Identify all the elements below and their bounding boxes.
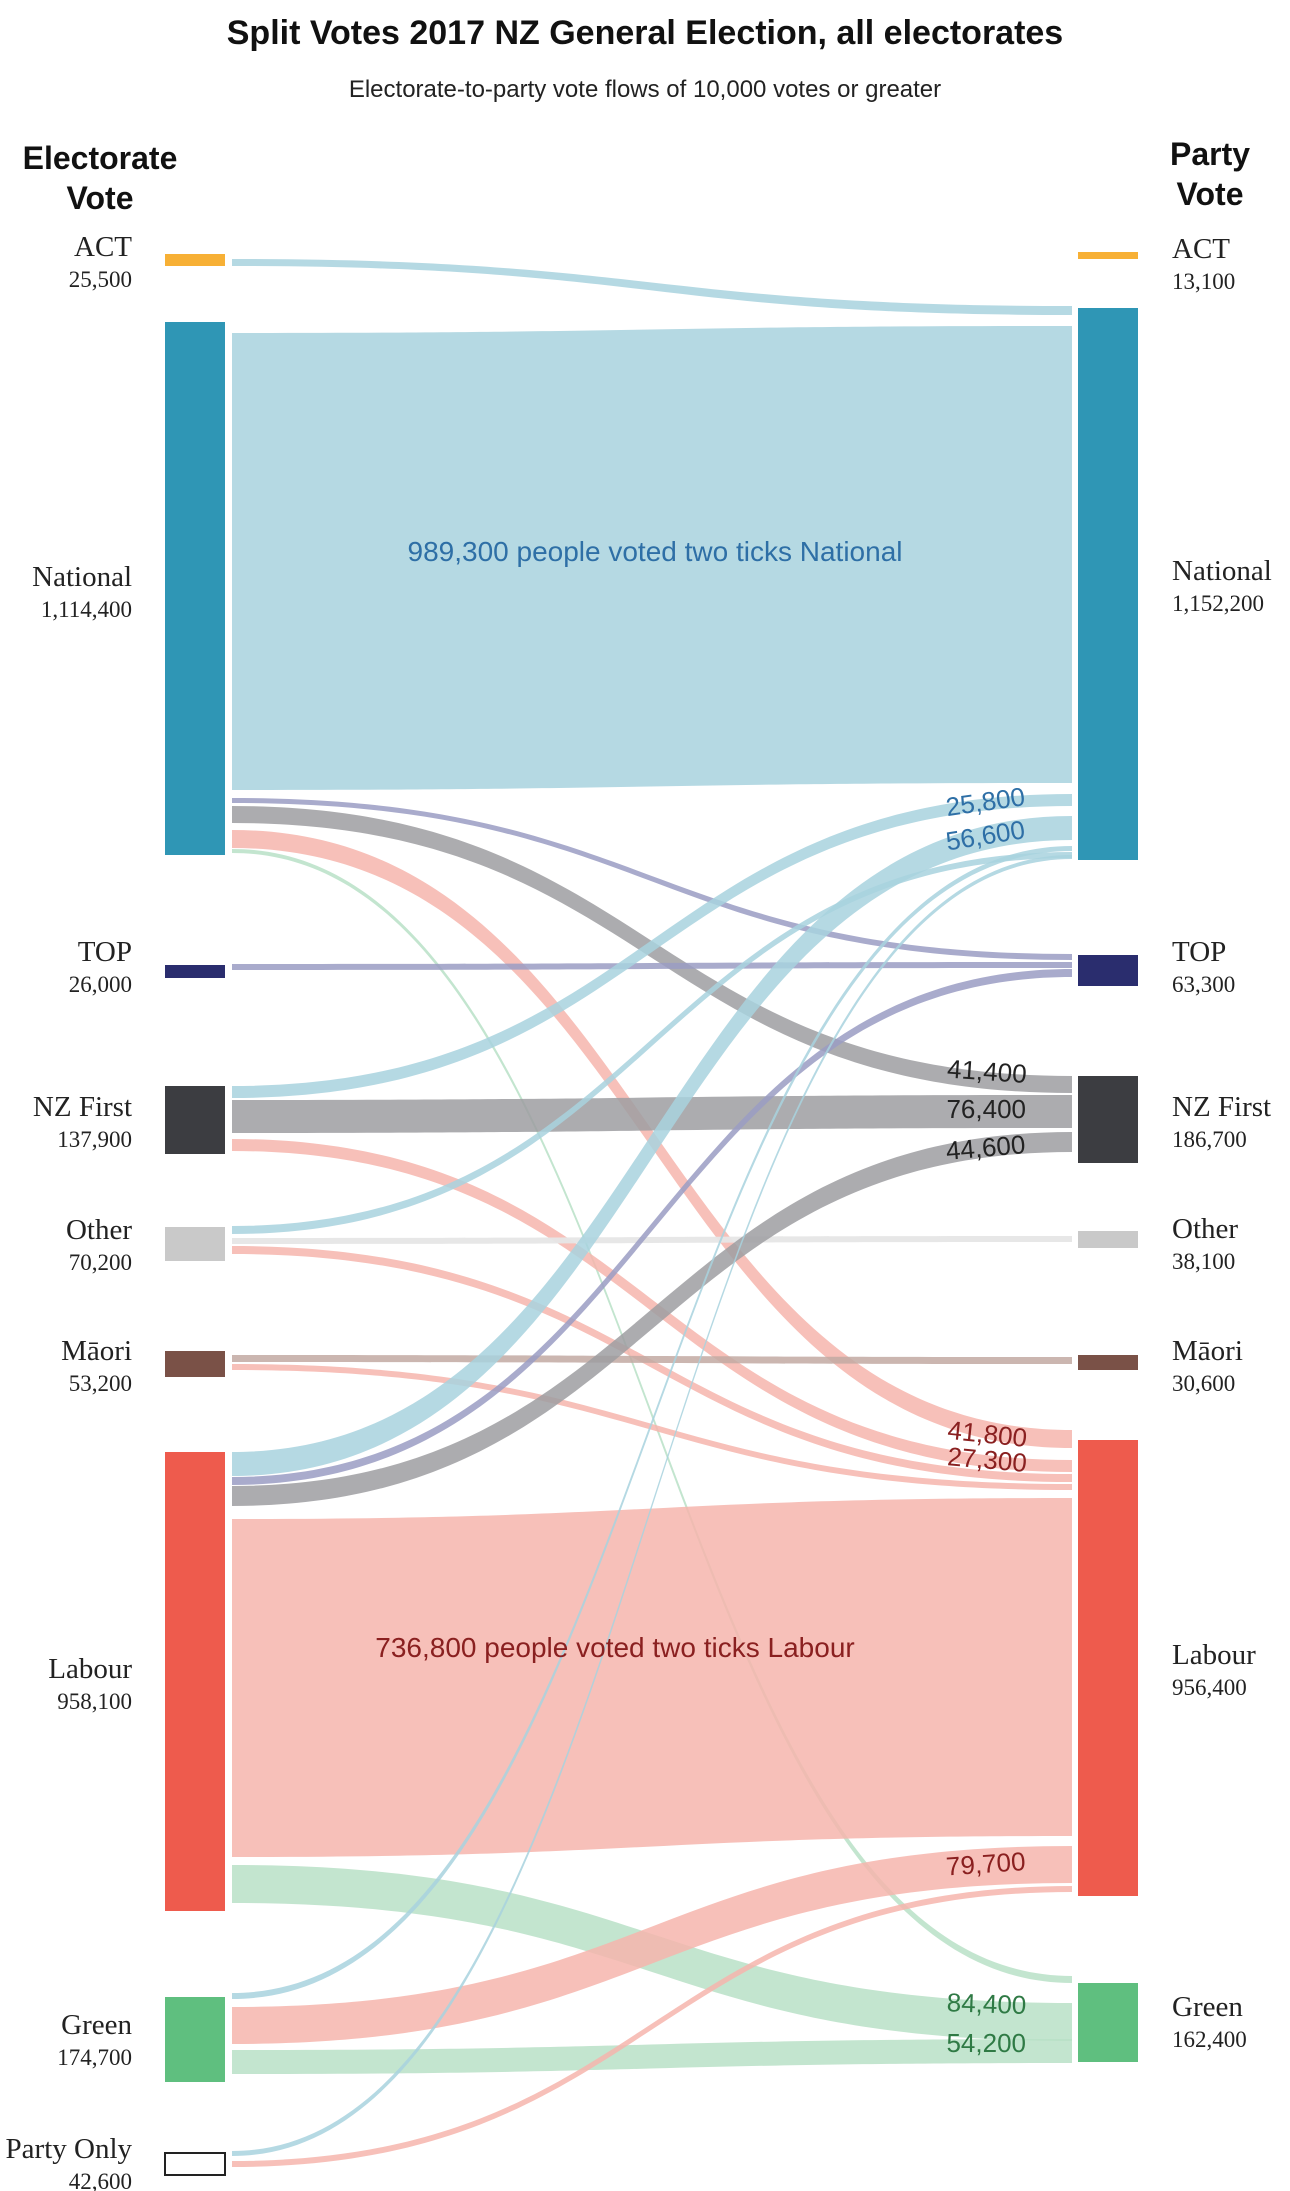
party-heading-line1: Party bbox=[1169, 136, 1251, 172]
flow-label-labour-to-labour: 736,800 people voted two ticks Labour bbox=[375, 1632, 854, 1663]
party-label-act: ACT bbox=[1172, 233, 1230, 265]
flow-label-nzfirst-to-labour: 27,300 bbox=[946, 1441, 1028, 1478]
flow-act-to-national bbox=[232, 259, 1072, 315]
flow-national-to-top bbox=[232, 798, 1072, 960]
flow-green-to-labour bbox=[232, 1846, 1072, 2044]
flow-other-to-labour bbox=[232, 1246, 1072, 1482]
electorate-label-top: TOP bbox=[78, 936, 132, 968]
electorate-label-nzfirst: NZ First bbox=[33, 1091, 132, 1123]
party-value-national: 1,152,200 bbox=[1172, 591, 1264, 616]
electorate-label-partyonly: Party Only bbox=[6, 2133, 133, 2165]
flow-nzfirst-to-nzfirst bbox=[232, 1095, 1072, 1133]
party-node-top bbox=[1078, 955, 1138, 986]
party-label-maori: Māori bbox=[1172, 1335, 1243, 1367]
flow-nzfirst-to-national bbox=[232, 794, 1072, 1098]
flow-top-to-top bbox=[232, 962, 1072, 970]
electorate-node-green bbox=[165, 1997, 225, 2082]
page-subtitle: Electorate-to-party vote flows of 10,000… bbox=[348, 76, 942, 103]
electorate-value-nzfirst: 137,900 bbox=[57, 1127, 132, 1152]
flow-green-to-green bbox=[232, 2039, 1072, 2074]
party-value-nzfirst: 186,700 bbox=[1172, 1127, 1247, 1152]
electorate-value-act: 25,500 bbox=[69, 267, 132, 292]
flow-national-to-green bbox=[232, 849, 1072, 1983]
party-value-green: 162,400 bbox=[1172, 2027, 1247, 2052]
electorate-value-green: 174,700 bbox=[57, 2045, 132, 2070]
electorate-heading-line2: Vote bbox=[66, 180, 134, 216]
party-label-national: National bbox=[1172, 555, 1272, 587]
electorate-value-maori: 53,200 bbox=[69, 1371, 132, 1396]
party-node-green bbox=[1078, 1983, 1138, 2062]
flow-labour-to-nzfirst bbox=[232, 1132, 1072, 1506]
flow-partyonly-to-labour bbox=[232, 1886, 1072, 2167]
electorate-node-maori bbox=[165, 1351, 225, 1377]
party-value-top: 63,300 bbox=[1172, 972, 1235, 997]
party-value-act: 13,100 bbox=[1172, 269, 1235, 294]
flow-national-to-national bbox=[232, 326, 1072, 790]
electorate-label-act: ACT bbox=[74, 231, 132, 263]
electorate-label-labour: Labour bbox=[48, 1653, 132, 1685]
electorate-node-nzfirst bbox=[165, 1086, 225, 1154]
flow-partyonly-to-national bbox=[232, 855, 1072, 2156]
flow-maori-to-maori bbox=[232, 1355, 1072, 1364]
flow-labour-to-top bbox=[232, 969, 1072, 1485]
flow-labour-to-labour bbox=[232, 1498, 1072, 1857]
electorate-label-national: National bbox=[32, 561, 132, 593]
electorate-label-other: Other bbox=[66, 1214, 132, 1246]
party-node-maori bbox=[1078, 1355, 1138, 1370]
party-value-labour: 956,400 bbox=[1172, 1675, 1247, 1700]
flow-other-to-national bbox=[232, 852, 1072, 1234]
electorate-value-partyonly: 42,600 bbox=[69, 2169, 132, 2191]
flow-green-to-national bbox=[232, 846, 1072, 1999]
flow-label-labour-to-green: 84,400 bbox=[946, 1987, 1027, 2020]
electorate-node-national bbox=[165, 322, 225, 855]
party-value-other: 38,100 bbox=[1172, 1249, 1235, 1274]
party-node-other bbox=[1078, 1231, 1138, 1248]
page-title: Split Votes 2017 NZ General Election, al… bbox=[226, 14, 1064, 52]
flow-label-green-to-green: 54,200 bbox=[946, 2028, 1026, 2058]
party-label-green: Green bbox=[1172, 1991, 1243, 2023]
flow-label-national-to-nzfirst: 41,400 bbox=[946, 1054, 1027, 1089]
electorate-value-labour: 958,100 bbox=[57, 1689, 132, 1714]
electorate-node-partyonly bbox=[164, 2152, 226, 2176]
flow-label-national-to-national: 989,300 people voted two ticks National bbox=[408, 536, 903, 567]
party-heading-line2: Vote bbox=[1176, 176, 1244, 212]
party-node-labour bbox=[1078, 1440, 1138, 1896]
party-value-maori: 30,600 bbox=[1172, 1371, 1235, 1396]
flow-nzfirst-to-labour bbox=[232, 1139, 1072, 1472]
electorate-node-other bbox=[165, 1227, 225, 1261]
electorate-heading-line1: Electorate bbox=[22, 140, 178, 176]
party-column-heading: Party Vote bbox=[1110, 134, 1290, 214]
electorate-node-act bbox=[165, 254, 225, 266]
electorate-label-green: Green bbox=[61, 2009, 132, 2041]
party-label-top: TOP bbox=[1172, 936, 1226, 968]
electorate-label-maori: Māori bbox=[61, 1335, 132, 1367]
party-label-labour: Labour bbox=[1172, 1639, 1256, 1671]
flow-other-to-other bbox=[232, 1236, 1072, 1244]
party-label-other: Other bbox=[1172, 1213, 1238, 1245]
electorate-node-top bbox=[165, 965, 225, 978]
electorate-value-other: 70,200 bbox=[69, 1250, 132, 1275]
flow-label-green-to-labour: 79,700 bbox=[945, 1846, 1026, 1881]
party-node-national bbox=[1078, 308, 1138, 860]
flow-label-labour-to-nzfirst: 44,600 bbox=[945, 1129, 1027, 1166]
electorate-node-labour bbox=[165, 1452, 225, 1911]
party-node-act bbox=[1078, 252, 1138, 259]
party-label-nzfirst: NZ First bbox=[1172, 1091, 1271, 1123]
electorate-column-heading: Electorate Vote bbox=[0, 138, 200, 218]
electorate-value-top: 26,000 bbox=[69, 972, 132, 997]
electorate-value-national: 1,114,400 bbox=[41, 597, 132, 622]
party-node-nzfirst bbox=[1078, 1076, 1138, 1163]
flow-labour-to-national bbox=[232, 816, 1072, 1476]
flow-maori-to-labour bbox=[232, 1364, 1072, 1490]
flow-label-nzfirst-to-nzfirst: 76,400 bbox=[946, 1094, 1026, 1124]
